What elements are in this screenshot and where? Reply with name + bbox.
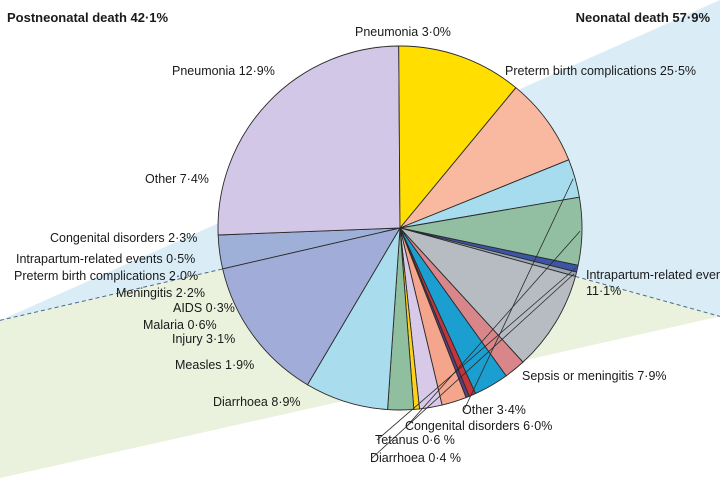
pie-slice bbox=[398, 45, 517, 229]
slice-label: Injury 3·1% bbox=[172, 332, 235, 346]
label-layer: Pneumonia 3·0% Preterm birth complication… bbox=[14, 25, 720, 465]
slice-label: Preterm birth complications 25·5% bbox=[505, 64, 696, 78]
slice-label: Pneumonia 12·9% bbox=[172, 64, 275, 78]
leader-line bbox=[463, 178, 574, 411]
leader-line bbox=[376, 267, 576, 441]
slice-label: AIDS 0·3% bbox=[173, 301, 235, 315]
slice-label: Measles 1·9% bbox=[175, 358, 254, 372]
pie-slice bbox=[222, 227, 401, 386]
slice-label: Other 7·4% bbox=[145, 172, 209, 186]
postneonatal-header: Postneonatal death 42·1% bbox=[7, 10, 169, 25]
leader-line bbox=[371, 273, 575, 459]
slice-label: Intrapartum-related events 11·1% bbox=[586, 268, 720, 298]
pie-slice bbox=[399, 227, 576, 363]
pie-slice bbox=[399, 87, 570, 229]
leader-line bbox=[406, 231, 581, 427]
leader-layer bbox=[371, 178, 581, 459]
slice-label: Diarrhoea 8·9% bbox=[213, 395, 301, 409]
slice-label: Preterm birth complications 2·0% bbox=[14, 269, 198, 283]
slice-label: Intrapartum-related events 0·5% bbox=[16, 252, 195, 266]
slice-label: Congenital disorders 2·3% bbox=[50, 231, 197, 245]
slice-label: Congenital disorders 6·0% bbox=[405, 419, 552, 433]
pie-slice bbox=[217, 45, 401, 236]
slice-label: Malaria 0·6% bbox=[143, 318, 217, 332]
slice-label: Tetanus 0·6 % bbox=[375, 433, 455, 447]
slice-label: Diarrhoea 0·4 % bbox=[370, 451, 461, 465]
slice-label: Sepsis or meningitis 7·9% bbox=[522, 369, 667, 383]
slice-layer bbox=[217, 45, 583, 411]
divider-line-bottom bbox=[399, 227, 720, 317]
divider-line-top bbox=[0, 227, 401, 321]
slice-label: Other 3·4% bbox=[462, 403, 526, 417]
slice-label: Meningitis 2·2% bbox=[116, 286, 205, 300]
slice-label: Pneumonia 3·0% bbox=[355, 25, 451, 39]
neonatal-header: Neonatal death 57·9% bbox=[576, 10, 711, 25]
